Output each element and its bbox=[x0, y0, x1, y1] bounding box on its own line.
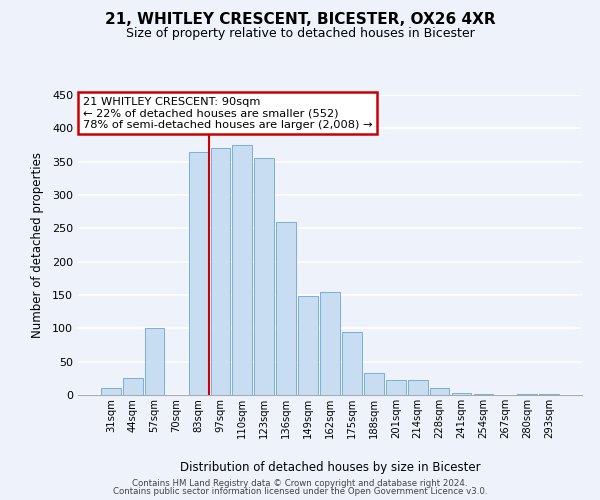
Text: 21 WHITLEY CRESCENT: 90sqm
← 22% of detached houses are smaller (552)
78% of sem: 21 WHITLEY CRESCENT: 90sqm ← 22% of deta… bbox=[83, 96, 373, 130]
Bar bbox=[254, 158, 274, 395]
Bar bbox=[188, 152, 208, 395]
Bar bbox=[473, 394, 493, 395]
Bar bbox=[342, 332, 362, 395]
Text: Contains public sector information licensed under the Open Government Licence v3: Contains public sector information licen… bbox=[113, 487, 487, 496]
Y-axis label: Number of detached properties: Number of detached properties bbox=[31, 152, 44, 338]
Text: 21, WHITLEY CRESCENT, BICESTER, OX26 4XR: 21, WHITLEY CRESCENT, BICESTER, OX26 4XR bbox=[104, 12, 496, 28]
Bar bbox=[539, 394, 559, 395]
Text: Size of property relative to detached houses in Bicester: Size of property relative to detached ho… bbox=[125, 28, 475, 40]
Bar bbox=[408, 380, 428, 395]
Bar bbox=[298, 296, 318, 395]
Bar bbox=[232, 145, 252, 395]
Text: Contains HM Land Registry data © Crown copyright and database right 2024.: Contains HM Land Registry data © Crown c… bbox=[132, 478, 468, 488]
Bar bbox=[211, 148, 230, 395]
Bar bbox=[123, 378, 143, 395]
Bar bbox=[145, 328, 164, 395]
Bar bbox=[320, 292, 340, 395]
Bar bbox=[452, 393, 472, 395]
Bar bbox=[430, 388, 449, 395]
Bar bbox=[364, 373, 384, 395]
Bar bbox=[276, 222, 296, 395]
Text: Distribution of detached houses by size in Bicester: Distribution of detached houses by size … bbox=[179, 461, 481, 474]
Bar bbox=[386, 380, 406, 395]
Bar bbox=[517, 394, 537, 395]
Bar bbox=[101, 388, 121, 395]
